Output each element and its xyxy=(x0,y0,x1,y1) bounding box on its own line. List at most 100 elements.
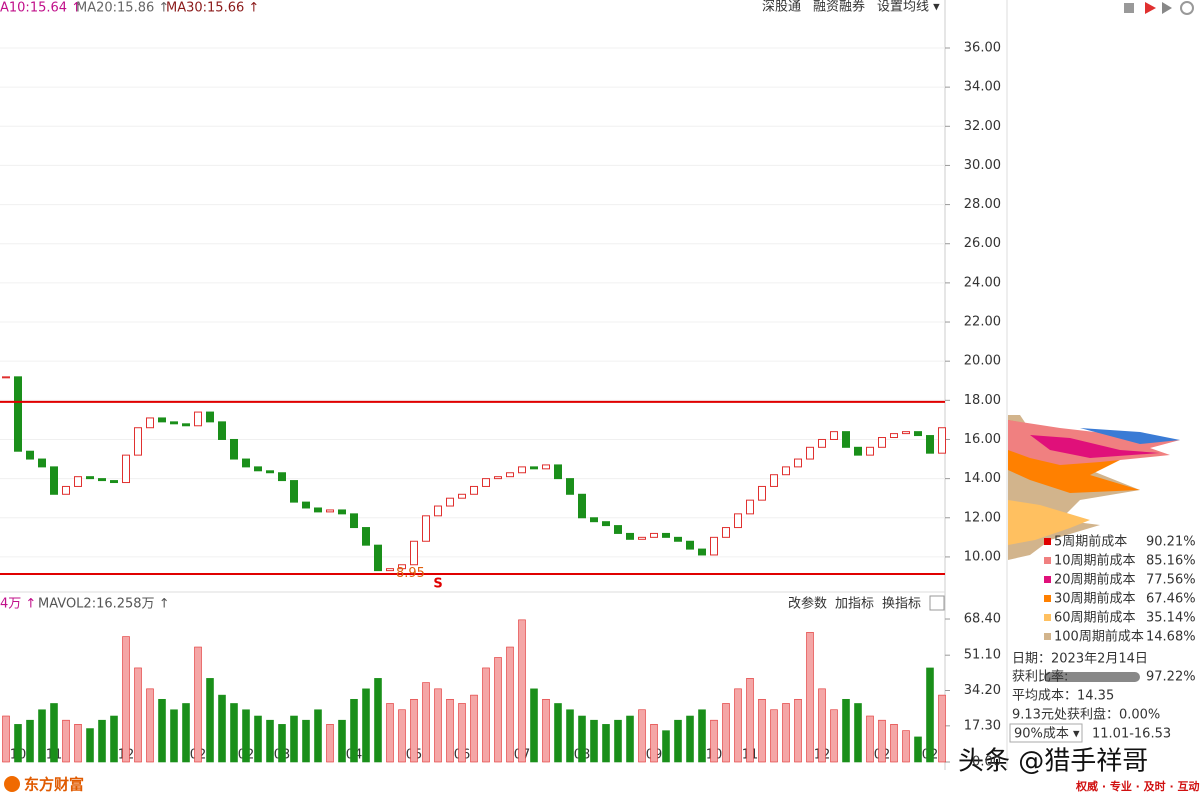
legend-swatch xyxy=(1044,557,1051,564)
candle xyxy=(890,433,898,439)
cost-range: 11.01-16.53 xyxy=(1092,727,1171,742)
volume-bar xyxy=(566,709,574,763)
volume-bar xyxy=(386,703,394,763)
candle xyxy=(806,446,814,460)
top-link[interactable]: 融资融券 xyxy=(813,0,865,15)
volume-bar xyxy=(134,667,142,763)
volume-bar xyxy=(650,724,658,763)
candle xyxy=(206,411,214,423)
volume-bar xyxy=(350,698,358,763)
icon[interactable] xyxy=(1145,2,1156,14)
volume-bar xyxy=(518,619,526,763)
volume-bar xyxy=(578,715,586,763)
volume-bar xyxy=(830,709,838,763)
volume-bar xyxy=(266,719,274,763)
candle xyxy=(482,478,490,487)
y-tick-label: 28.00 xyxy=(964,197,1001,212)
candle xyxy=(710,536,718,556)
volume-bar xyxy=(758,698,766,763)
cost-select[interactable]: 90%成本 ▾ xyxy=(1014,727,1080,742)
legend-label: 100周期前成本 xyxy=(1054,629,1144,645)
legend-value: 77.56% xyxy=(1146,573,1196,588)
y-tick-label: 26.00 xyxy=(964,236,1001,251)
top-link[interactable]: 深股通 xyxy=(762,0,801,15)
candle xyxy=(878,437,886,448)
legend-swatch xyxy=(1044,576,1051,583)
icon[interactable] xyxy=(1162,2,1172,14)
candle xyxy=(830,431,838,440)
profit-ratio-bar xyxy=(1044,672,1140,682)
legend-label: 60周期前成本 xyxy=(1054,610,1136,626)
footer xyxy=(0,770,1200,799)
volume-bar xyxy=(362,688,370,763)
vol-button[interactable]: 改参数 xyxy=(788,596,827,612)
candle xyxy=(746,499,754,515)
profit-at: 9.13元处获利盘：0.00% xyxy=(1012,707,1160,723)
volume-bar xyxy=(62,719,70,763)
y-tick-label: 20.00 xyxy=(964,354,1001,369)
volume-bar xyxy=(218,694,226,763)
candle xyxy=(374,544,382,572)
legend-label: 30周期前成本 xyxy=(1054,591,1136,607)
candle xyxy=(266,470,274,474)
icon[interactable] xyxy=(1180,1,1194,15)
volume-bar xyxy=(806,632,814,763)
volume-bar xyxy=(494,657,502,763)
volume-bar xyxy=(638,709,646,763)
candle xyxy=(50,466,58,495)
candle xyxy=(818,438,826,448)
candle xyxy=(914,431,922,437)
candle xyxy=(74,476,82,487)
close-button[interactable] xyxy=(929,595,945,611)
volume-bar xyxy=(410,698,418,763)
y-tick-label: 24.00 xyxy=(964,275,1001,290)
volume-bar xyxy=(482,667,490,763)
candle xyxy=(86,476,94,480)
candle xyxy=(446,497,454,507)
y-tick-label: 51.10 xyxy=(964,648,1001,663)
volume-bar xyxy=(146,688,154,763)
legend-label: 10周期前成本 xyxy=(1054,553,1136,569)
candle xyxy=(362,527,370,546)
volume-bar xyxy=(662,730,670,763)
logo-icon xyxy=(4,776,20,792)
candle xyxy=(302,501,310,509)
volume-bar xyxy=(710,719,718,763)
volume-bar xyxy=(422,682,430,763)
volume-bar xyxy=(698,709,706,763)
candle xyxy=(326,509,334,513)
legend-swatch xyxy=(1044,633,1051,640)
volume-bar xyxy=(74,724,82,763)
y-tick-label: 30.00 xyxy=(964,158,1001,173)
legend-value: 35.14% xyxy=(1146,611,1196,626)
vol-button[interactable]: 换指标 xyxy=(882,597,921,612)
volume-bar xyxy=(326,724,334,763)
icon[interactable] xyxy=(1124,3,1134,13)
candle xyxy=(938,427,946,454)
volume-bar xyxy=(50,703,58,763)
volume-bar xyxy=(554,703,562,763)
y-tick-label: 12.00 xyxy=(964,510,1001,525)
logo-text: 东方财富 xyxy=(24,776,84,794)
candle xyxy=(734,513,742,529)
candle xyxy=(422,515,430,542)
candle xyxy=(338,509,346,515)
candle xyxy=(146,417,154,429)
volume-bar xyxy=(818,688,826,763)
top-link[interactable]: 设置均线 ▾ xyxy=(877,0,940,15)
volume-bar xyxy=(86,728,94,763)
legend-value: 14.68% xyxy=(1146,630,1196,645)
volume-bar xyxy=(98,719,106,763)
cost-select-box[interactable] xyxy=(1009,723,1083,743)
volume-bar xyxy=(158,698,166,763)
candle xyxy=(410,540,418,566)
volume-bar xyxy=(338,719,346,763)
candle xyxy=(530,466,538,470)
volume-bar xyxy=(170,709,178,763)
candle xyxy=(926,435,934,454)
vol-button[interactable]: 加指标 xyxy=(835,597,874,612)
volume-bar xyxy=(746,678,754,763)
candle xyxy=(854,446,862,456)
legend-value: 90.21% xyxy=(1146,535,1196,550)
